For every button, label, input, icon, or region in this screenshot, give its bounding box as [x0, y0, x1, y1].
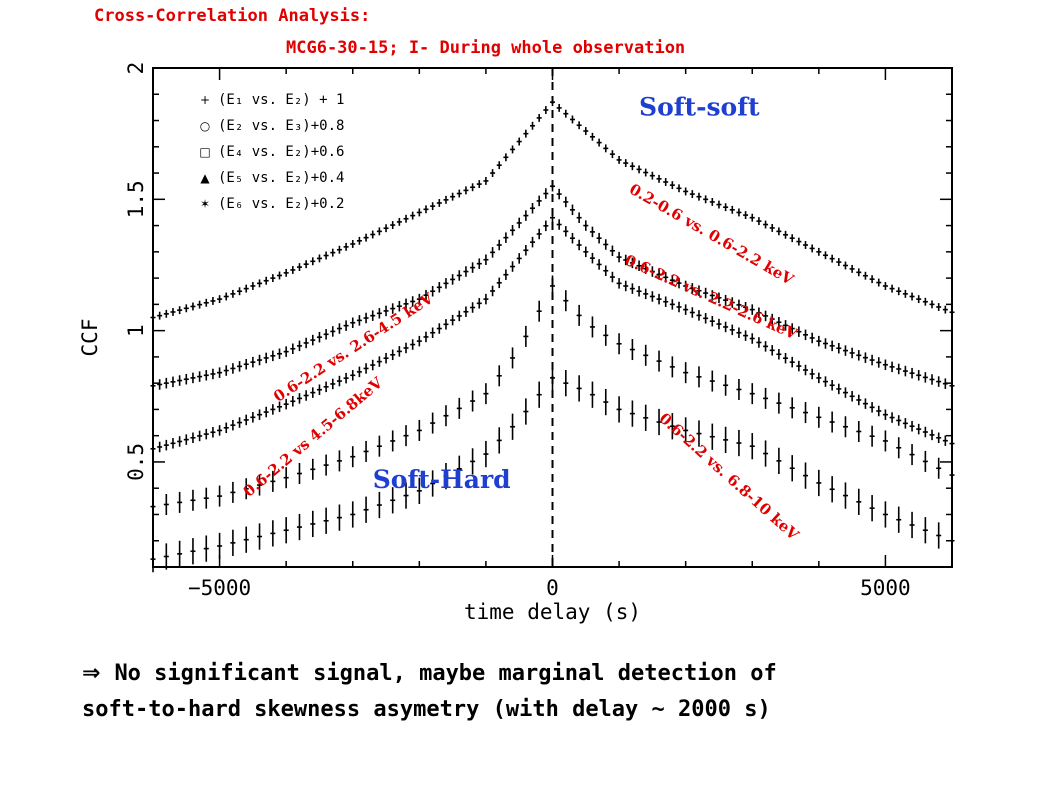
- legend: + (E₁ vs. E₂) + 1 ○ (E₂ vs. E₃)+0.8 □ (E₄ vs.…: [199, 92, 344, 212]
- legend-label: (E₄ vs. E₂)+0.6: [218, 144, 344, 160]
- conclusion-line1: No significant signal, maybe marginal de…: [114, 661, 777, 686]
- legend-marker: ✶: [200, 197, 210, 211]
- legend-label: (E₂ vs. E₃)+0.8: [218, 118, 344, 134]
- conclusion-line2: soft-to-hard skewness asymetry (with del…: [82, 697, 771, 722]
- legend-marker: ○: [200, 119, 210, 133]
- conclusion-text: ⇒ No significant signal, maybe marginal d…: [82, 656, 982, 728]
- energy-band-annotation: 0.6-2.2 vs. 6.8-10 keV: [656, 409, 803, 544]
- group-label: Soft-Hard: [373, 465, 511, 494]
- y-tick-label: 2: [124, 62, 148, 75]
- legend-marker: ▲: [200, 171, 210, 185]
- x-tick-label: 5000: [860, 576, 911, 600]
- legend-label: (E₆ vs. E₂)+0.2: [218, 196, 344, 212]
- slide-title-line1: Cross-Correlation Analysis:: [94, 6, 371, 26]
- x-tick-label: −5000: [188, 576, 251, 600]
- series-4: [150, 275, 955, 518]
- legend-marker: +: [200, 93, 210, 107]
- slide-title-line2: MCG6-30-15; I- During whole observation: [286, 38, 686, 58]
- x-axis-label: time delay (s): [464, 600, 641, 624]
- legend-marker: □: [199, 145, 210, 159]
- group-label: Soft-soft: [639, 92, 760, 121]
- legend-label: (E₁ vs. E₂) + 1: [218, 92, 344, 108]
- series-1: [150, 98, 955, 322]
- series-5: [150, 364, 955, 573]
- y-tick-label: 1.5: [124, 180, 148, 218]
- y-tick-label: 1: [124, 324, 148, 337]
- y-tick-label: 0.5: [124, 443, 148, 481]
- series-3: [150, 212, 955, 455]
- x-tick-label: 0: [546, 576, 559, 600]
- legend-label: (E₅ vs. E₂)+0.4: [218, 170, 344, 186]
- y-axis-label: CCF: [78, 319, 102, 357]
- implies-arrow-icon: ⇒: [82, 661, 101, 686]
- series-2: [150, 180, 955, 392]
- energy-band-annotation: 0.6-2.2 vs. 2.6-4.5 keV: [270, 289, 436, 406]
